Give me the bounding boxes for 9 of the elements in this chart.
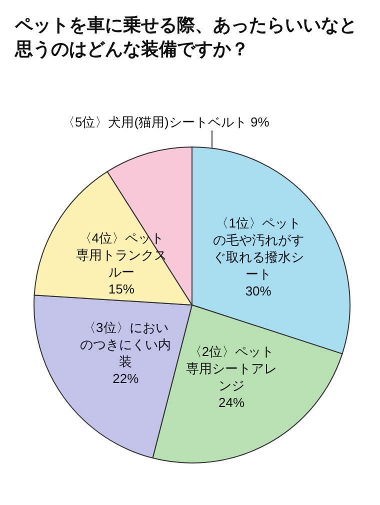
data-label: 30% xyxy=(245,283,272,298)
chart-title: ペットを車に乗せる際、あったらいいなと思うのはどんな装備ですか？ xyxy=(14,15,357,59)
slice-label: 〈3位〉においのつきにくい内装 xyxy=(80,320,172,370)
slice-label: 〈2位〉ペット専用シートアレンジ xyxy=(186,344,278,393)
data-label: 22% xyxy=(112,371,140,386)
slice-label: 〈1位〉ペットの毛や汚れがすぐ取れる撥水シート xyxy=(212,215,304,282)
data-label: 15% xyxy=(108,281,135,296)
slice-label: 〈5位〉犬用(猫用)シートベルト 9% xyxy=(62,114,270,130)
data-label: 24% xyxy=(218,394,245,410)
